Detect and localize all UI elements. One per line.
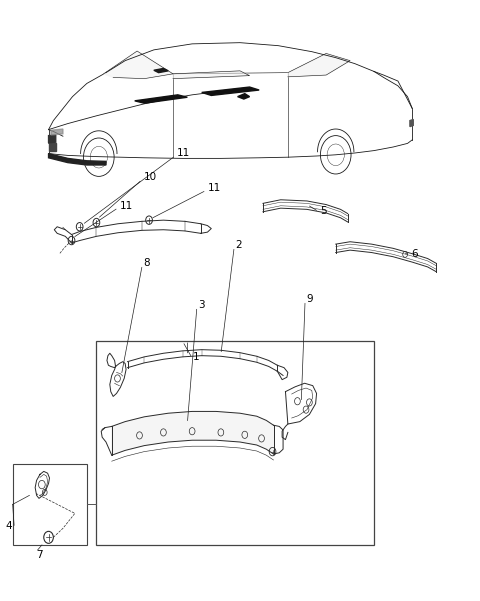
Text: 5: 5 — [321, 206, 327, 216]
Polygon shape — [410, 120, 413, 127]
Text: 11: 11 — [207, 183, 221, 193]
Text: 8: 8 — [144, 258, 150, 268]
Polygon shape — [238, 94, 250, 99]
Text: 3: 3 — [198, 300, 204, 310]
Text: 1: 1 — [193, 352, 200, 362]
Text: 4: 4 — [5, 521, 12, 531]
Bar — [12, 464, 87, 545]
Text: 10: 10 — [144, 172, 156, 182]
Polygon shape — [104, 51, 173, 79]
Polygon shape — [173, 71, 250, 79]
Bar — [96, 341, 374, 545]
Polygon shape — [112, 412, 274, 455]
Polygon shape — [202, 87, 259, 96]
Text: 6: 6 — [411, 249, 418, 258]
Text: 9: 9 — [306, 294, 312, 304]
Text: 7: 7 — [36, 550, 43, 560]
Text: 11: 11 — [120, 201, 132, 211]
Polygon shape — [135, 95, 187, 103]
Polygon shape — [48, 135, 56, 143]
Polygon shape — [48, 144, 56, 151]
Polygon shape — [48, 154, 106, 165]
Polygon shape — [51, 129, 63, 135]
Polygon shape — [154, 69, 168, 73]
Polygon shape — [288, 53, 350, 77]
Text: 11: 11 — [177, 148, 190, 158]
Text: 2: 2 — [235, 240, 242, 251]
